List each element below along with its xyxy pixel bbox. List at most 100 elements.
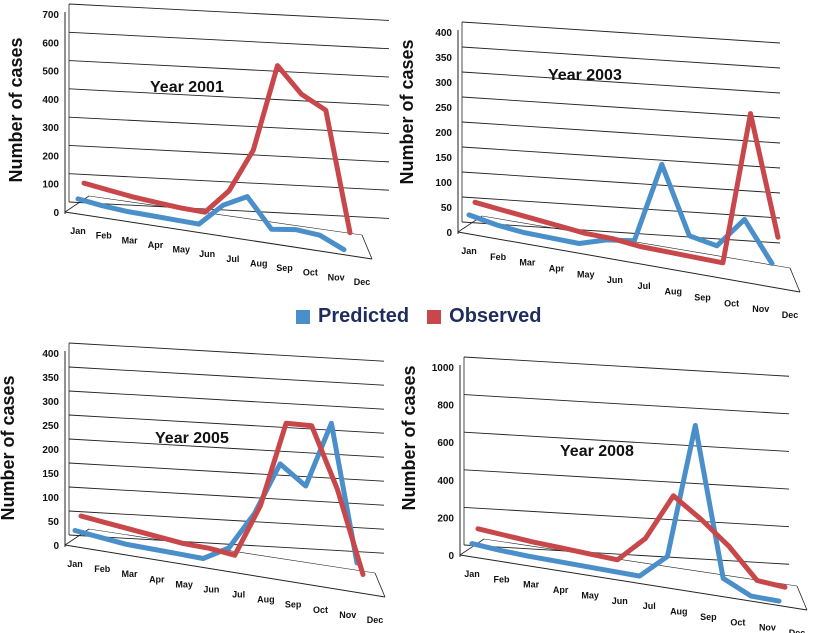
- y-tick-label: 400: [435, 28, 452, 39]
- x-tick-label: Mar: [523, 580, 540, 590]
- y-axis-label: Number of cases: [399, 365, 419, 510]
- legend-item-predicted: Predicted: [296, 305, 409, 328]
- x-tick-label: Feb: [96, 231, 113, 241]
- x-axis-floor-front: [457, 231, 801, 293]
- y-tick-label: 0: [448, 551, 454, 562]
- y-tick-label: 200: [42, 151, 59, 162]
- gridline: [461, 96, 781, 119]
- predicted-series-line: [72, 420, 360, 566]
- y-tick-label: 100: [42, 493, 59, 504]
- x-tick-label: Oct: [730, 617, 745, 627]
- observed-series-line: [472, 111, 781, 266]
- predicted-series-line: [469, 423, 782, 604]
- x-tick-label: Dec: [354, 277, 371, 287]
- chart-panel-4: 0 200 400 600 800 1000 Jan Feb Mar Apr May Jun Jul Au…: [399, 356, 808, 633]
- x-tick-label: May: [577, 269, 595, 279]
- x-tick-label: Sep: [276, 263, 293, 273]
- gridline: [463, 356, 790, 377]
- x-tick-label: Jun: [612, 596, 628, 606]
- floor-depth-left: [459, 538, 485, 556]
- chart-panel-3: 0 50 100 150 200 250 300 350 400 Jan Feb Mar Apr May J…: [0, 342, 386, 625]
- gridline: [463, 394, 790, 415]
- y-tick-label: 0: [446, 228, 452, 239]
- y-tick-label: 100: [42, 180, 59, 191]
- x-tick-label: Mar: [519, 258, 536, 268]
- gridline: [68, 534, 385, 554]
- gridline: [68, 390, 385, 410]
- x-tick-label: Jan: [461, 246, 477, 256]
- x-tick-label: Apr: [149, 574, 165, 584]
- gridline: [463, 506, 790, 528]
- floor-depth-right: [361, 234, 373, 260]
- chart-title: Year 2001: [150, 79, 224, 96]
- x-tick-label: Jul: [638, 281, 651, 291]
- gridline: [68, 88, 390, 106]
- x-tick-label: Jul: [643, 601, 656, 611]
- gridline: [68, 116, 390, 135]
- legend-predicted-label: Predicted: [318, 305, 410, 327]
- x-tick-label: Apr: [553, 585, 569, 595]
- x-axis-floor-front: [64, 211, 373, 260]
- gridline: [461, 196, 781, 219]
- x-tick-label: Oct: [724, 298, 739, 308]
- y-tick-label: 400: [42, 95, 59, 106]
- gridline: [461, 71, 781, 94]
- x-tick-label: Jul: [226, 254, 239, 264]
- y-tick-label: 150: [42, 469, 59, 480]
- floor-depth-right: [796, 585, 808, 611]
- gridline: [68, 510, 385, 530]
- x-tick-label: Aug: [665, 287, 683, 297]
- legend-item-observed: Observed: [427, 305, 541, 328]
- y-tick-label: 1000: [432, 363, 455, 374]
- gridline: [461, 146, 781, 169]
- y-tick-label: 250: [42, 421, 59, 432]
- x-tick-label: May: [173, 245, 191, 255]
- x-tick-label: Nov: [339, 610, 356, 620]
- y-tick-label: 200: [42, 445, 59, 456]
- y-tick-label: 50: [441, 203, 453, 214]
- gridline: [461, 21, 781, 44]
- y-tick-label: 250: [435, 103, 452, 114]
- observed-series-line: [475, 493, 788, 590]
- x-tick-label: May: [581, 590, 599, 600]
- gridline: [461, 46, 781, 69]
- x-tick-label: Aug: [257, 595, 275, 605]
- x-tick-label: Jun: [199, 249, 215, 259]
- y-tick-label: 800: [437, 401, 454, 412]
- x-tick-label: Nov: [752, 304, 769, 314]
- chart-title: Year 2008: [560, 443, 634, 460]
- y-tick-label: 700: [42, 10, 59, 21]
- y-tick-label: 150: [435, 153, 452, 164]
- x-tick-label: Jun: [607, 275, 623, 285]
- x-tick-label: Oct: [313, 605, 328, 615]
- x-tick-label: Apr: [148, 240, 164, 250]
- x-tick-label: Jan: [464, 569, 480, 579]
- gridline: [68, 144, 390, 163]
- x-tick-label: Oct: [303, 268, 318, 278]
- x-tick-label: Jun: [203, 584, 219, 594]
- gridline: [68, 173, 390, 191]
- floor-back-edge: [88, 195, 363, 236]
- gridline: [461, 121, 781, 144]
- chart-title: Year 2005: [155, 430, 229, 447]
- gridline: [68, 60, 390, 78]
- gridline: [68, 201, 390, 219]
- y-tick-label: 100: [435, 178, 452, 189]
- x-tick-label: Feb: [494, 574, 511, 584]
- chart-title: Year 2003: [548, 67, 622, 84]
- x-tick-label: Jan: [67, 559, 83, 569]
- floor-depth-right: [374, 572, 386, 598]
- y-tick-label: 50: [48, 517, 60, 528]
- chart-panel-1: 0 100 200 300 400 500 600 700 Jan Feb Mar Apr May Jun…: [6, 3, 390, 287]
- y-tick-label: 300: [42, 397, 59, 408]
- x-tick-label: Sep: [700, 612, 717, 622]
- y-tick-label: 350: [435, 53, 452, 64]
- x-tick-label: Jul: [232, 590, 245, 600]
- gridline: [68, 366, 385, 386]
- gridline: [68, 438, 385, 458]
- x-tick-label: Jan: [70, 226, 86, 236]
- gridline: [463, 431, 790, 452]
- gridline: [68, 31, 390, 50]
- legend-observed-label: Observed: [449, 305, 542, 327]
